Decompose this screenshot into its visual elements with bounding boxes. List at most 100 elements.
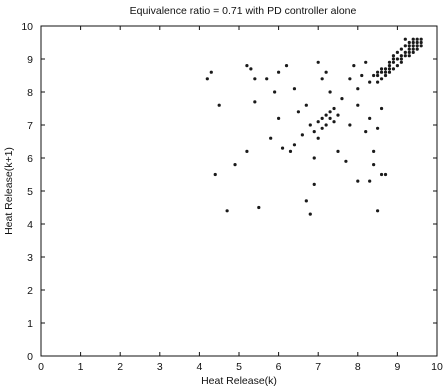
data-point <box>372 73 376 78</box>
data-point <box>288 149 293 153</box>
data-point <box>376 126 380 130</box>
data-point <box>383 70 388 74</box>
x-tick-label: 8 <box>355 361 361 373</box>
data-point <box>407 47 411 51</box>
data-point <box>265 77 269 81</box>
data-point <box>245 64 249 68</box>
y-tick-label: 10 <box>21 21 33 33</box>
data-point <box>332 120 336 124</box>
data-point <box>233 163 237 167</box>
chart-title: Equivalence ratio = 0.71 with PD control… <box>130 5 357 17</box>
data-point <box>411 37 415 41</box>
data-point <box>324 70 328 74</box>
data-point <box>280 146 285 150</box>
data-point <box>407 44 411 48</box>
data-point <box>352 64 356 68</box>
data-point <box>379 67 384 71</box>
data-point <box>304 103 308 107</box>
data-point <box>336 113 340 117</box>
data-point <box>376 209 380 213</box>
x-axis-label: Heat Release(k) <box>201 375 277 387</box>
data-point <box>320 116 324 120</box>
data-point <box>320 126 324 130</box>
data-point <box>308 123 312 127</box>
data-point <box>225 209 229 213</box>
data-point <box>312 130 316 134</box>
data-point <box>376 70 380 74</box>
data-point <box>376 73 380 78</box>
data-point <box>376 80 380 84</box>
data-point <box>328 116 332 120</box>
data-point <box>205 77 209 81</box>
x-tick-label: 3 <box>157 361 163 373</box>
data-point <box>316 60 320 64</box>
data-point <box>415 44 419 48</box>
data-point <box>364 60 368 64</box>
data-point <box>415 37 419 41</box>
data-point <box>383 172 388 177</box>
data-point <box>296 110 300 114</box>
data-point <box>356 87 360 91</box>
data-point <box>344 159 348 163</box>
data-point <box>419 37 423 41</box>
data-point <box>387 70 392 74</box>
data-point <box>399 47 403 51</box>
y-tick-label: 8 <box>27 87 33 99</box>
data-point <box>368 80 372 84</box>
data-point <box>257 205 261 210</box>
data-point <box>292 87 297 91</box>
data-point <box>328 110 332 114</box>
y-tick-label: 4 <box>27 219 33 231</box>
data-point <box>415 47 419 51</box>
x-tick-label: 9 <box>394 361 400 373</box>
data-point <box>269 136 273 140</box>
data-point <box>277 70 281 74</box>
data-point <box>379 77 384 81</box>
data-point <box>316 120 320 124</box>
data-point <box>312 182 316 186</box>
data-point <box>399 54 403 58</box>
data-point <box>379 172 384 177</box>
data-point <box>383 67 388 71</box>
data-point <box>415 40 419 45</box>
data-point <box>253 77 257 81</box>
data-point <box>411 50 415 55</box>
y-tick-label: 5 <box>27 186 33 198</box>
data-point <box>407 40 411 45</box>
data-point <box>395 64 399 68</box>
data-point <box>360 73 364 78</box>
data-point <box>284 64 289 68</box>
data-point <box>312 156 316 160</box>
data-point <box>348 77 352 81</box>
data-point <box>356 179 360 183</box>
ticks: 0 1 2 3 4 5 6 7 8 9 10 0 1 2 3 4 5 6 7 8 9 10 <box>21 21 443 373</box>
data-point <box>364 130 368 134</box>
y-tick-label: 1 <box>27 318 33 330</box>
data-point <box>403 50 407 55</box>
data-point <box>391 67 396 71</box>
data-point <box>403 44 407 48</box>
data-point <box>399 60 403 64</box>
x-tick-label: 1 <box>78 361 84 373</box>
data-point <box>411 44 415 48</box>
data-point <box>391 60 396 64</box>
data-points <box>205 37 423 216</box>
x-tick-label: 6 <box>276 361 282 373</box>
y-tick-label: 2 <box>27 285 33 297</box>
data-point <box>332 106 336 111</box>
data-point <box>213 172 217 177</box>
data-point <box>387 60 392 64</box>
data-point <box>368 179 372 183</box>
data-point <box>403 54 407 58</box>
y-tick-label: 6 <box>27 153 33 165</box>
data-point <box>391 57 396 61</box>
data-point <box>368 116 372 120</box>
data-point <box>277 116 281 120</box>
data-point <box>292 143 297 147</box>
data-point <box>340 97 344 101</box>
data-point <box>411 47 415 51</box>
data-point <box>387 64 392 68</box>
data-point <box>300 133 304 137</box>
